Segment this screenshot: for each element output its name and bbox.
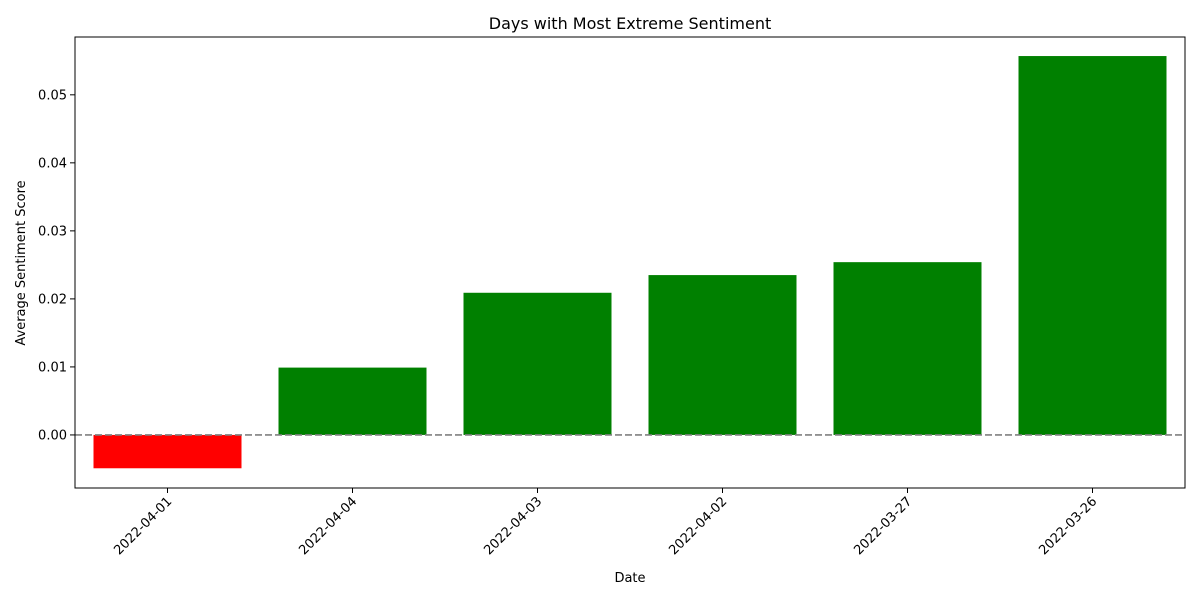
bar-2022-03-27: [834, 262, 982, 435]
x-tick-label: 2022-03-27: [851, 494, 915, 558]
y-axis: 0.00 0.01 0.02 0.03 0.04 0.05: [38, 88, 75, 443]
x-axis-label: Date: [614, 571, 645, 586]
y-tick-label: 0.00: [38, 428, 67, 443]
y-tick-label: 0.01: [38, 360, 67, 375]
bar-2022-03-26: [1019, 56, 1167, 435]
x-tick-label: 2022-04-03: [481, 494, 545, 558]
bar-2022-04-04: [279, 368, 427, 435]
x-tick-label: 2022-04-02: [666, 494, 730, 558]
x-tick-label: 2022-03-26: [1036, 494, 1100, 558]
bars-group: [94, 56, 1167, 468]
x-tick-label: 2022-04-04: [296, 494, 360, 558]
y-axis-label: Average Sentiment Score: [14, 180, 29, 345]
y-tick-label: 0.05: [38, 88, 67, 103]
x-axis: 2022-04-01 2022-04-04 2022-04-03 2022-04-02…: [111, 488, 1100, 558]
y-tick-label: 0.02: [38, 292, 67, 307]
bar-2022-04-02: [649, 275, 797, 435]
bar-2022-04-03: [464, 293, 612, 435]
y-tick-label: 0.03: [38, 224, 67, 239]
y-tick-label: 0.04: [38, 156, 67, 171]
bar-2022-04-01: [94, 435, 242, 468]
chart-title: Days with Most Extreme Sentiment: [489, 14, 771, 33]
x-tick-label: 2022-04-01: [111, 494, 175, 558]
